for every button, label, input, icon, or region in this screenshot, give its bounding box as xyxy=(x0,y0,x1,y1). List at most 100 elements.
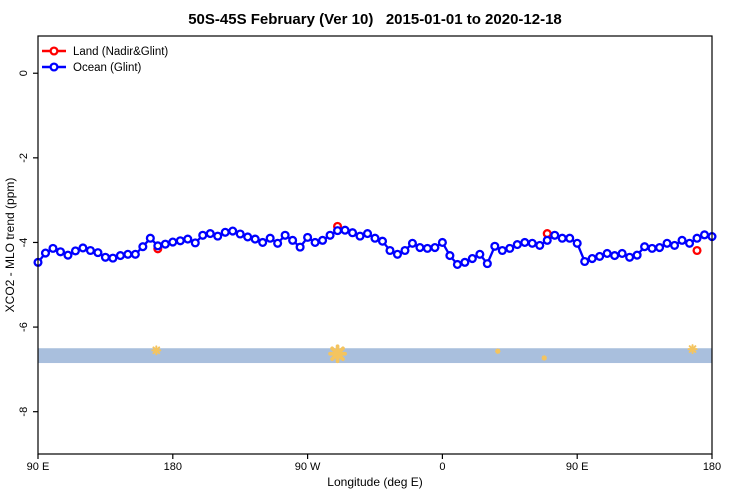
ocean-point xyxy=(138,242,148,252)
ocean-point xyxy=(235,229,245,239)
ocean-point xyxy=(100,252,110,262)
ocean-point xyxy=(684,238,695,248)
ocean-point xyxy=(475,249,485,259)
ocean-point xyxy=(258,237,268,248)
x-tick-label: 0 xyxy=(439,461,445,473)
ocean-point xyxy=(557,233,567,243)
ocean-point xyxy=(205,229,215,239)
x-axis-label: Longitude (deg E) xyxy=(327,475,422,489)
ocean-point xyxy=(422,243,432,253)
ocean-point xyxy=(347,228,358,238)
ocean-point xyxy=(198,230,208,240)
ocean-point xyxy=(325,230,335,240)
x-tick-label: 90 W xyxy=(295,461,321,473)
ocean-point xyxy=(392,249,403,259)
ocean-point xyxy=(625,252,635,262)
ocean-point xyxy=(415,242,425,253)
x-tick-label: 90 E xyxy=(566,461,589,473)
ocean-point xyxy=(123,249,133,259)
ocean-point xyxy=(542,235,552,245)
ocean-point xyxy=(377,236,388,246)
ocean-point xyxy=(587,253,597,264)
ocean-point xyxy=(48,243,58,253)
ocean-point xyxy=(655,242,665,253)
ocean-point xyxy=(640,242,650,252)
ocean-point xyxy=(699,230,710,240)
ocean-point xyxy=(647,243,657,253)
y-tick-label: -4 xyxy=(18,238,30,248)
ocean-point xyxy=(153,241,163,251)
ocean-point xyxy=(632,250,642,260)
ocean-point xyxy=(160,239,170,249)
flag-marker xyxy=(151,345,162,356)
ocean-point xyxy=(93,248,103,258)
land-point xyxy=(692,245,702,256)
flag-stroke xyxy=(152,346,161,355)
ocean-point xyxy=(213,231,223,241)
ocean-point xyxy=(407,238,417,248)
ocean-point xyxy=(452,259,462,270)
legend-item-land: Land (Nadir&Glint) xyxy=(42,46,168,58)
ocean-point xyxy=(692,233,702,243)
ocean-point xyxy=(288,235,298,245)
ocean-point xyxy=(183,234,193,244)
y-axis-label: XCO2 - MLO trend (ppm) xyxy=(3,178,17,313)
ocean-point xyxy=(535,240,545,250)
flag-marker xyxy=(541,355,548,361)
ocean-point xyxy=(445,251,455,261)
ocean-point xyxy=(273,238,283,248)
ocean-point xyxy=(467,253,477,264)
y-tick-label: -6 xyxy=(18,322,30,332)
ocean-point xyxy=(370,233,380,243)
ocean-point xyxy=(670,240,680,250)
ocean-point xyxy=(55,247,66,257)
flag-marker xyxy=(328,344,347,364)
ocean-point xyxy=(243,232,253,242)
ocean-point xyxy=(130,249,140,259)
y-tick-label: 0 xyxy=(18,70,30,76)
legend-label: Land (Nadir&Glint) xyxy=(73,46,168,58)
ocean-point xyxy=(490,241,500,251)
ocean-point xyxy=(303,232,313,242)
legend: Land (Nadir&Glint) Ocean (Glint) xyxy=(42,46,168,74)
ocean-point xyxy=(385,245,395,256)
chart-title: 50S-45S February (Ver 10) 2015-01-01 to … xyxy=(188,11,562,28)
flag-stroke xyxy=(330,346,345,362)
ocean-point xyxy=(40,248,51,258)
ocean-point xyxy=(168,237,178,247)
ocean-point xyxy=(505,243,515,253)
x-tick-label: 180 xyxy=(164,461,182,473)
ocean-point xyxy=(527,238,537,248)
ocean-point xyxy=(340,225,350,235)
ocean-point xyxy=(220,227,230,237)
flag-marker xyxy=(687,344,698,355)
ocean-point xyxy=(70,246,80,256)
ocean-point xyxy=(572,238,582,248)
ocean-point xyxy=(333,226,343,236)
flag-stroke xyxy=(542,355,547,361)
flag-stroke xyxy=(495,348,501,354)
ocean-point xyxy=(512,240,522,250)
ocean-point xyxy=(85,245,95,256)
ocean-point xyxy=(430,242,440,253)
ocean-point xyxy=(175,236,185,246)
ocean-point xyxy=(580,256,590,267)
ocean-point xyxy=(318,235,328,245)
flag-stroke xyxy=(688,345,697,353)
ocean-point xyxy=(265,233,275,243)
legend-marker xyxy=(49,62,59,72)
ocean-point xyxy=(362,229,373,239)
y-tick-label: -2 xyxy=(18,153,30,163)
x-tick-label: 90 E xyxy=(27,461,50,473)
ocean-point xyxy=(595,251,605,261)
legend-item-ocean: Ocean (Glint) xyxy=(42,62,142,74)
ocean-point xyxy=(250,234,260,244)
ocean-point xyxy=(400,245,410,256)
ocean-point xyxy=(617,248,627,259)
ocean-point xyxy=(355,231,365,241)
ocean-point xyxy=(497,245,507,256)
ocean-point xyxy=(108,253,118,263)
x-tick-label: 180 xyxy=(703,461,721,473)
